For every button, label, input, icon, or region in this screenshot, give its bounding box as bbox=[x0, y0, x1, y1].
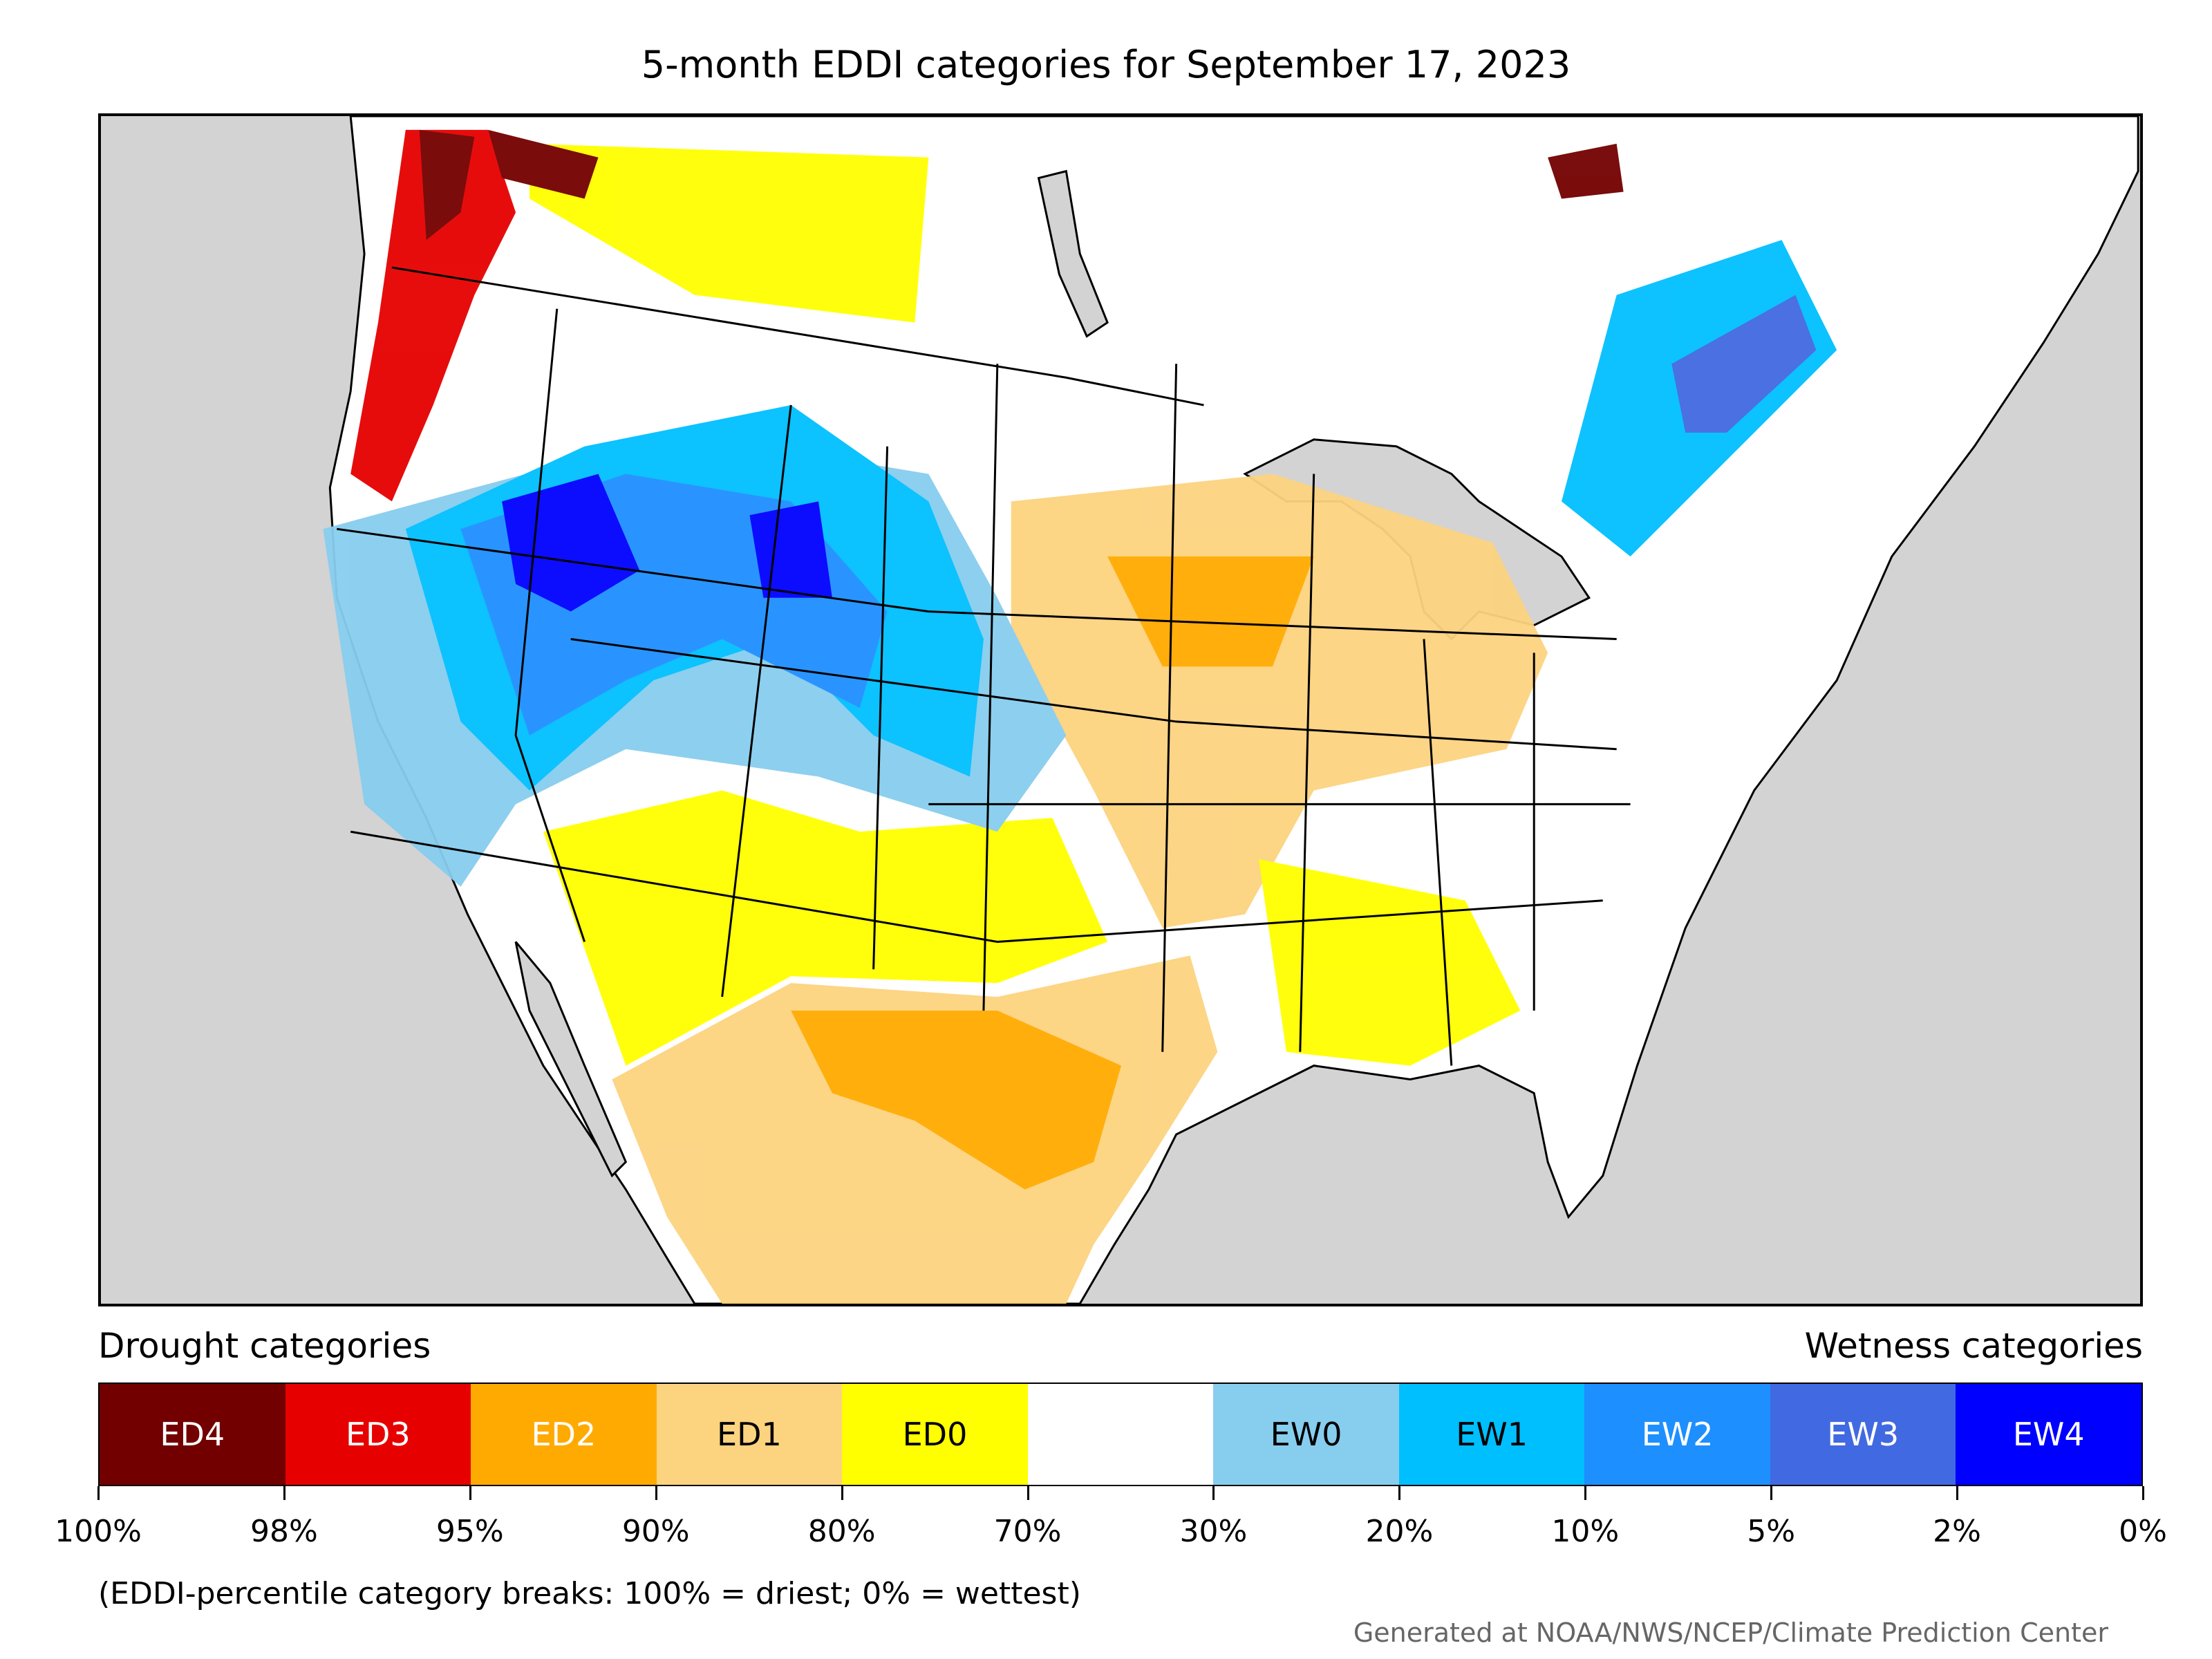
colorbar-tick-label: 10% bbox=[1551, 1514, 1620, 1549]
category-ew1: EW1 bbox=[1398, 1384, 1585, 1485]
colorbar-tick-label: 5% bbox=[1747, 1514, 1796, 1549]
colorbar-tick bbox=[1770, 1486, 1773, 1500]
ed4-region bbox=[419, 129, 475, 241]
colorbar-tick-label: 2% bbox=[1933, 1514, 1981, 1549]
ed0-region bbox=[543, 790, 1108, 1066]
colorbar-tick-label: 90% bbox=[621, 1514, 690, 1549]
colorbar-tick bbox=[283, 1486, 285, 1500]
colorbar-tick bbox=[1212, 1486, 1215, 1500]
colorbar-tick bbox=[655, 1486, 657, 1500]
credit-line: Generated at NOAA/NWS/NCEP/Climate Predi… bbox=[1353, 1618, 2108, 1648]
colorbar-tick-label: 95% bbox=[435, 1514, 504, 1549]
colorbar-tick bbox=[1956, 1486, 1959, 1500]
colorbar-tick bbox=[1584, 1486, 1587, 1500]
category-colorbar: ED4 ED3 ED2 ED1 ED0 EW0 EW1 EW2 EW3 EW4 bbox=[98, 1382, 2143, 1486]
ew3-region bbox=[1671, 294, 1817, 433]
colorbar-tick-label: 70% bbox=[993, 1514, 1062, 1549]
colorbar-tick bbox=[1398, 1486, 1401, 1500]
ed3-region bbox=[350, 129, 516, 502]
colorbar-tick bbox=[97, 1486, 100, 1500]
colorbar-tick-label: 80% bbox=[807, 1514, 876, 1549]
category-ed1: ED1 bbox=[656, 1384, 843, 1485]
colorbar-tick bbox=[1027, 1486, 1029, 1500]
gulf-of-california bbox=[514, 941, 628, 1178]
colorbar-tick-label: 20% bbox=[1365, 1514, 1434, 1549]
ed4-region bbox=[488, 129, 599, 199]
map-title: 5-month EDDI categories for September 17… bbox=[641, 43, 1571, 86]
lake-winnipeg bbox=[1037, 169, 1109, 338]
drought-categories-heading: Drought categories bbox=[98, 1326, 431, 1366]
map-panel bbox=[98, 113, 2143, 1306]
colorbar-tick-label: 100% bbox=[55, 1514, 142, 1549]
category-ed2: ED2 bbox=[471, 1384, 657, 1485]
ew4-region bbox=[502, 474, 640, 612]
ed2-region bbox=[1107, 556, 1314, 667]
category-ed0: ED0 bbox=[842, 1384, 1028, 1485]
category-ed4: ED4 bbox=[100, 1384, 285, 1485]
category-ew3: EW3 bbox=[1770, 1384, 1956, 1485]
colorbar-tick bbox=[469, 1486, 471, 1500]
colorbar-tick-label: 98% bbox=[250, 1514, 318, 1549]
ew4-region bbox=[749, 501, 832, 598]
ed0-region bbox=[529, 143, 929, 323]
category-footnote: (EDDI-percentile category breaks: 100% =… bbox=[98, 1576, 1081, 1611]
wetness-categories-heading: Wetness categories bbox=[1804, 1326, 2143, 1366]
state-borders bbox=[337, 266, 1631, 1066]
colorbar-tick bbox=[841, 1486, 843, 1500]
ed4-region bbox=[1548, 143, 1624, 199]
colorbar-tick-label: 30% bbox=[1179, 1514, 1248, 1549]
category-ew4: EW4 bbox=[1956, 1384, 2142, 1485]
category-ew2: EW2 bbox=[1584, 1384, 1770, 1485]
colorbar-tick bbox=[2142, 1486, 2144, 1500]
category-ed3: ED3 bbox=[285, 1384, 471, 1485]
eddi-map bbox=[323, 116, 2139, 1304]
colorbar-tick-label: 0% bbox=[2119, 1514, 2167, 1549]
category-normal bbox=[1027, 1384, 1214, 1485]
category-ew0: EW0 bbox=[1213, 1384, 1399, 1485]
ed2-region bbox=[791, 1010, 1121, 1190]
